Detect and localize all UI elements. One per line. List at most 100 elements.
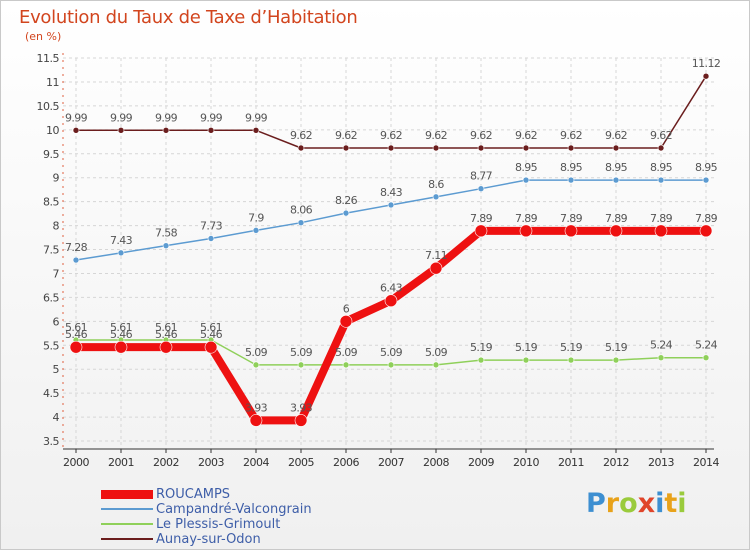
data-point — [387, 201, 395, 209]
legend-label: Le Plessis-Grimoult — [156, 517, 281, 532]
data-point — [339, 315, 353, 328]
x-tick-label: 2001 — [108, 456, 134, 469]
data-label: 5.19 — [515, 341, 538, 354]
x-tick-label: 2006 — [333, 456, 359, 469]
data-point — [657, 176, 665, 184]
legend-swatch — [101, 523, 153, 525]
data-point — [252, 361, 260, 369]
data-point — [567, 176, 575, 184]
data-label: 5.24 — [695, 339, 718, 352]
data-label: 3.93 — [245, 401, 268, 414]
data-point — [654, 224, 668, 238]
x-tick-label: 2007 — [378, 456, 404, 469]
data-label: 5.61 — [65, 321, 87, 334]
legend-swatch — [101, 508, 153, 510]
data-label: 5.24 — [650, 339, 673, 352]
logo-letter: o — [619, 488, 638, 519]
data-point — [162, 126, 170, 134]
y-tick-label: 6 — [53, 315, 60, 328]
data-point — [429, 261, 443, 275]
data-label: 8.43 — [380, 186, 403, 199]
x-tick-label: 2012 — [603, 456, 629, 469]
data-point — [342, 361, 350, 369]
chart-title: Evolution du Taux de Taxe d’Habitation — [19, 7, 358, 28]
data-label: 9.62 — [335, 129, 357, 142]
x-tick-label: 2014 — [693, 456, 719, 469]
data-point — [702, 176, 710, 184]
data-point — [159, 340, 173, 354]
data-point — [117, 249, 125, 257]
data-label: 7.58 — [155, 227, 178, 240]
data-label: 7.43 — [110, 234, 133, 247]
data-point — [702, 354, 710, 361]
data-point — [564, 224, 578, 238]
y-tick-label: 5 — [53, 363, 60, 376]
data-label: 6.43 — [380, 282, 403, 295]
y-tick-label: 7.5 — [43, 244, 59, 257]
data-point — [342, 209, 350, 217]
data-point — [612, 144, 620, 152]
data-point — [384, 294, 398, 308]
legend-label: Aunay-sur-Odon — [156, 532, 261, 547]
data-point — [294, 414, 308, 427]
data-point — [477, 185, 485, 192]
data-point — [387, 144, 395, 152]
data-label: 7.28 — [65, 241, 88, 254]
y-tick-label: 4.5 — [43, 387, 59, 400]
unit-label: (en %) — [25, 30, 62, 43]
data-label: 7.89 — [695, 212, 718, 225]
data-point — [474, 224, 488, 238]
data-label: 9.99 — [110, 111, 133, 124]
data-label: 8.95 — [695, 161, 718, 174]
data-point — [72, 256, 80, 264]
x-tick-label: 2010 — [513, 456, 539, 469]
data-label: 7.89 — [515, 212, 538, 225]
y-tick-label: 4 — [53, 411, 60, 424]
data-label: 8.77 — [470, 170, 493, 183]
data-point — [252, 126, 260, 134]
data-label: 9.62 — [515, 129, 537, 142]
data-point — [432, 144, 440, 152]
data-label: 9.62 — [605, 129, 627, 142]
data-point — [567, 144, 575, 152]
logo-letter: x — [637, 488, 656, 519]
data-point — [519, 224, 533, 238]
data-label: 7.11 — [425, 249, 447, 262]
data-label: 8.06 — [290, 204, 313, 217]
data-label: 7.89 — [650, 212, 673, 225]
data-point — [249, 414, 263, 427]
y-tick-label: 5.5 — [43, 339, 59, 352]
x-tick-label: 2008 — [423, 456, 449, 469]
data-point — [297, 219, 305, 226]
data-label: 8.26 — [335, 194, 358, 207]
data-point — [342, 144, 350, 152]
data-label: 5.46 — [110, 328, 133, 341]
proxiti-logo: Proxiti — [586, 488, 687, 519]
y-tick-label: 11 — [46, 76, 59, 89]
data-point — [522, 176, 530, 184]
data-label: 3.93 — [290, 401, 313, 414]
x-tick-label: 2003 — [198, 456, 224, 469]
y-tick-label: 9.5 — [43, 148, 59, 161]
data-point — [69, 340, 83, 354]
y-tick-label: 8 — [53, 220, 60, 233]
data-label: 5.19 — [560, 341, 583, 354]
data-point — [432, 361, 440, 369]
data-label: 8.6 — [428, 178, 444, 191]
data-point — [297, 144, 305, 152]
data-label: 5.46 — [200, 328, 223, 341]
data-label: 9.62 — [470, 129, 492, 142]
data-label: 5.19 — [470, 341, 493, 354]
data-point — [477, 144, 485, 152]
data-label: 9.62 — [560, 129, 582, 142]
legend-swatch — [101, 490, 153, 499]
x-tick-label: 2009 — [468, 456, 494, 469]
y-tick-label: 3.5 — [43, 435, 59, 448]
logo-letter: i — [677, 488, 687, 519]
data-point — [657, 354, 665, 361]
data-point — [657, 144, 665, 152]
data-point — [609, 224, 623, 238]
data-label: 9.62 — [425, 129, 447, 142]
legend-label: Campandré-Valcongrain — [156, 502, 312, 517]
